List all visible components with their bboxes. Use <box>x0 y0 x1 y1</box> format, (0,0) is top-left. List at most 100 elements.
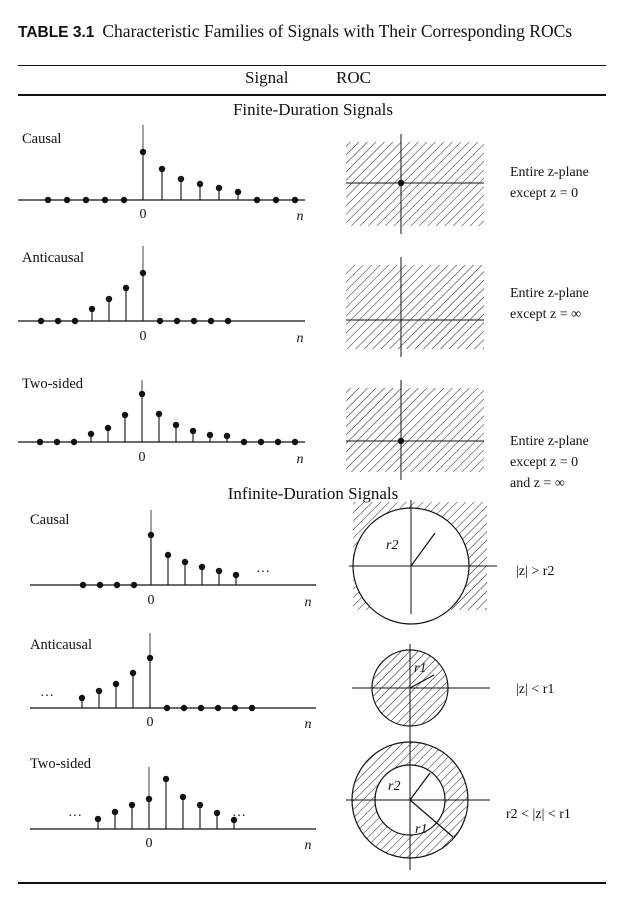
stem-dot <box>207 317 215 325</box>
stem-dot <box>257 438 265 446</box>
axis-n-label: n <box>297 452 304 467</box>
stem-dot <box>101 196 109 204</box>
radius-label-outer: r1 <box>415 822 427 837</box>
signal-label-2: Two-sided <box>22 376 84 392</box>
roc-description-3-0: |z| > r2 <box>516 564 554 579</box>
rule-top <box>18 65 606 66</box>
stem-dot <box>190 317 198 325</box>
stem-dot <box>164 551 172 559</box>
stem-dot <box>248 704 256 712</box>
stem-dot <box>155 410 163 418</box>
stem-dot <box>272 196 280 204</box>
roc-description-0-1: except z = 0 <box>510 186 578 201</box>
header-roc: ROC <box>336 68 371 87</box>
stem-dot <box>291 438 299 446</box>
stem-dot <box>120 196 128 204</box>
stem-dot <box>179 793 187 801</box>
stem-dot <box>196 801 204 809</box>
roc-description-1-1: except z = ∞ <box>510 307 581 322</box>
stem-dot <box>105 295 113 303</box>
axis-n-label: n <box>305 838 312 853</box>
stem-dot <box>130 581 138 589</box>
stem-dot <box>231 704 239 712</box>
ellipsis: ··· <box>232 809 246 824</box>
roc-description-5-0: r2 < |z| < r1 <box>506 807 571 822</box>
stem-dot <box>78 694 86 702</box>
section-finite: Finite-Duration Signals <box>232 100 394 119</box>
radius-label: r1 <box>414 661 426 676</box>
signal-label-5: Two-sided <box>30 756 92 772</box>
table-caption: TABLE 3.1 Characteristic Families of Sign… <box>18 20 610 44</box>
stem-dot <box>253 196 261 204</box>
stem-dot <box>145 795 153 803</box>
stem-dot <box>112 680 120 688</box>
stem-dot <box>44 196 52 204</box>
stem-dot <box>197 704 205 712</box>
stem-dot <box>128 801 136 809</box>
radius-label: r2 <box>386 538 398 553</box>
axis-zero-label: 0 <box>139 450 146 465</box>
signal-label-4: Anticausal <box>30 637 92 653</box>
stem-dot <box>230 816 238 824</box>
stem-dot <box>147 531 155 539</box>
stem-dot <box>70 438 78 446</box>
stem-dot <box>96 581 104 589</box>
axis-zero-label: 0 <box>148 593 155 608</box>
stem-dot <box>181 558 189 566</box>
stem-dot <box>71 317 79 325</box>
stem-dot <box>274 438 282 446</box>
stem-dot <box>82 196 90 204</box>
ellipsis: ··· <box>256 565 270 580</box>
table-title: Characteristic Families of Signals with … <box>102 21 573 41</box>
stem-dot <box>162 775 170 783</box>
excluded-origin-dot <box>397 179 405 187</box>
stem-dot <box>53 438 61 446</box>
roc-description-1-0: Entire z-plane <box>510 286 589 301</box>
axis-zero-label: 0 <box>140 207 147 222</box>
stem-dot <box>88 305 96 313</box>
stem-dot <box>177 175 185 183</box>
roc-description-2-0: Entire z-plane <box>510 434 589 449</box>
axis-n-label: n <box>305 595 312 610</box>
rule-header <box>18 94 606 96</box>
stem-dot <box>173 317 181 325</box>
stem-dot <box>37 317 45 325</box>
stem-dot <box>234 188 242 196</box>
header-signal: Signal <box>245 68 289 87</box>
stem-dot <box>36 438 44 446</box>
section-infinite: Infinite-Duration Signals <box>227 484 399 503</box>
radius-arrow-inner <box>409 772 431 801</box>
stem-dot <box>224 317 232 325</box>
stem-dot <box>172 421 180 429</box>
stem-dot <box>158 165 166 173</box>
axis-zero-label: 0 <box>146 836 153 851</box>
roc-region <box>346 388 484 472</box>
stem-dot <box>240 438 248 446</box>
stem-dot <box>214 704 222 712</box>
stem-dot <box>87 430 95 438</box>
stem-dot <box>156 317 164 325</box>
radius-arrow-outer <box>409 799 454 838</box>
stem-dot <box>223 432 231 440</box>
radius-label-inner: r2 <box>388 779 400 794</box>
stem-dot <box>113 581 121 589</box>
stem-dot <box>121 411 129 419</box>
roc-region <box>346 142 484 226</box>
ellipsis: ··· <box>68 809 82 824</box>
stem-dot <box>213 809 221 817</box>
roc-region <box>346 265 484 349</box>
stem-dot <box>139 269 147 277</box>
stem-dot <box>206 431 214 439</box>
roc-description-2-1: except z = 0 <box>510 455 578 470</box>
stem-dot <box>163 704 171 712</box>
axis-zero-label: 0 <box>147 715 154 730</box>
stem-dot <box>196 180 204 188</box>
radius-arrow <box>410 532 436 567</box>
axis-n-label: n <box>297 331 304 346</box>
stem-dot <box>198 563 206 571</box>
stem-dot <box>180 704 188 712</box>
excluded-origin-dot <box>397 437 405 445</box>
stem-dot <box>189 427 197 435</box>
stem-dot <box>215 567 223 575</box>
axis-zero-label: 0 <box>140 329 147 344</box>
